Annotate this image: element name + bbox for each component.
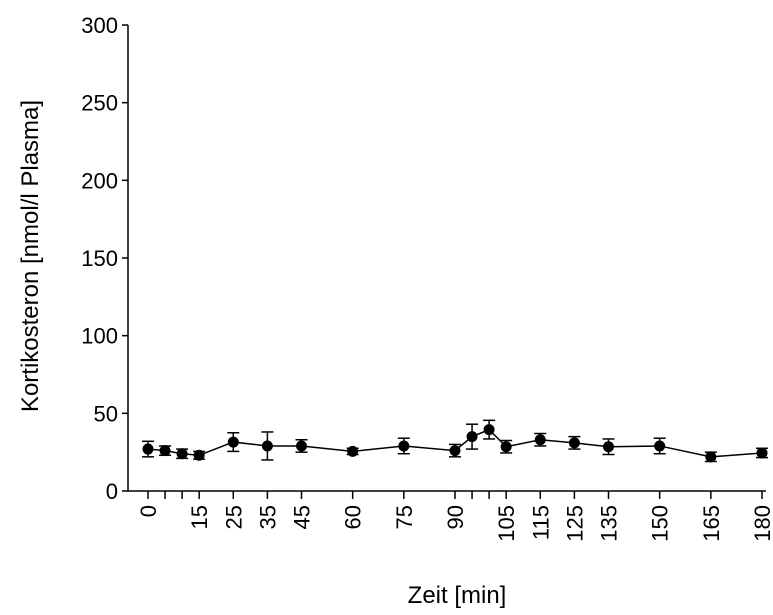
data-point xyxy=(347,445,359,457)
x-tick-label: 90 xyxy=(443,505,468,529)
data-point xyxy=(227,436,239,448)
x-tick-label: 75 xyxy=(392,505,417,529)
data-point xyxy=(466,431,478,443)
data-point xyxy=(398,440,410,452)
data-point xyxy=(500,441,512,453)
y-tick-label: 150 xyxy=(81,246,118,271)
x-tick-label: 165 xyxy=(699,505,724,542)
x-tick-label: 105 xyxy=(494,505,519,542)
data-point xyxy=(449,445,461,457)
axes: 0 50 100 150 200 250 300 0 15 25 35 45 60 75 90 105 115 1… xyxy=(81,13,773,542)
data-point xyxy=(534,434,546,446)
x-tick-label: 0 xyxy=(136,505,161,517)
x-axis-label: Zeit [min] xyxy=(408,582,507,609)
y-tick-label: 200 xyxy=(81,168,118,193)
x-tick-label: 15 xyxy=(187,505,212,529)
data-point xyxy=(483,424,495,436)
data-point xyxy=(756,447,768,459)
y-tick-label: 250 xyxy=(81,91,118,116)
data-point xyxy=(603,441,614,453)
y-tick-label: 50 xyxy=(94,401,118,426)
x-tick-label: 60 xyxy=(341,505,366,529)
x-tick-label: 115 xyxy=(528,505,553,540)
y-tick-label: 100 xyxy=(81,324,118,349)
x-tick-label: 45 xyxy=(290,505,315,529)
y-tick-label: 0 xyxy=(106,479,118,504)
x-tick-label: 35 xyxy=(255,505,280,529)
data-point xyxy=(705,451,717,463)
data-point xyxy=(261,440,273,452)
y-axis-label: Kortikosteron [nmol/l Plasma] xyxy=(17,100,44,412)
x-tick-label: 180 xyxy=(750,505,773,542)
data-point xyxy=(142,443,154,455)
y-tick-label: 300 xyxy=(81,13,118,38)
data-point xyxy=(193,449,205,461)
x-tick-label: 125 xyxy=(562,505,587,542)
x-tick-label: 150 xyxy=(648,505,673,542)
x-tick-label: 135 xyxy=(597,505,622,542)
data-point xyxy=(159,445,171,457)
data-point xyxy=(296,440,307,452)
series-layer xyxy=(142,419,768,463)
x-tick-label: 25 xyxy=(221,505,246,529)
data-point xyxy=(654,440,666,452)
data-point xyxy=(176,448,188,460)
data-point xyxy=(568,437,580,449)
